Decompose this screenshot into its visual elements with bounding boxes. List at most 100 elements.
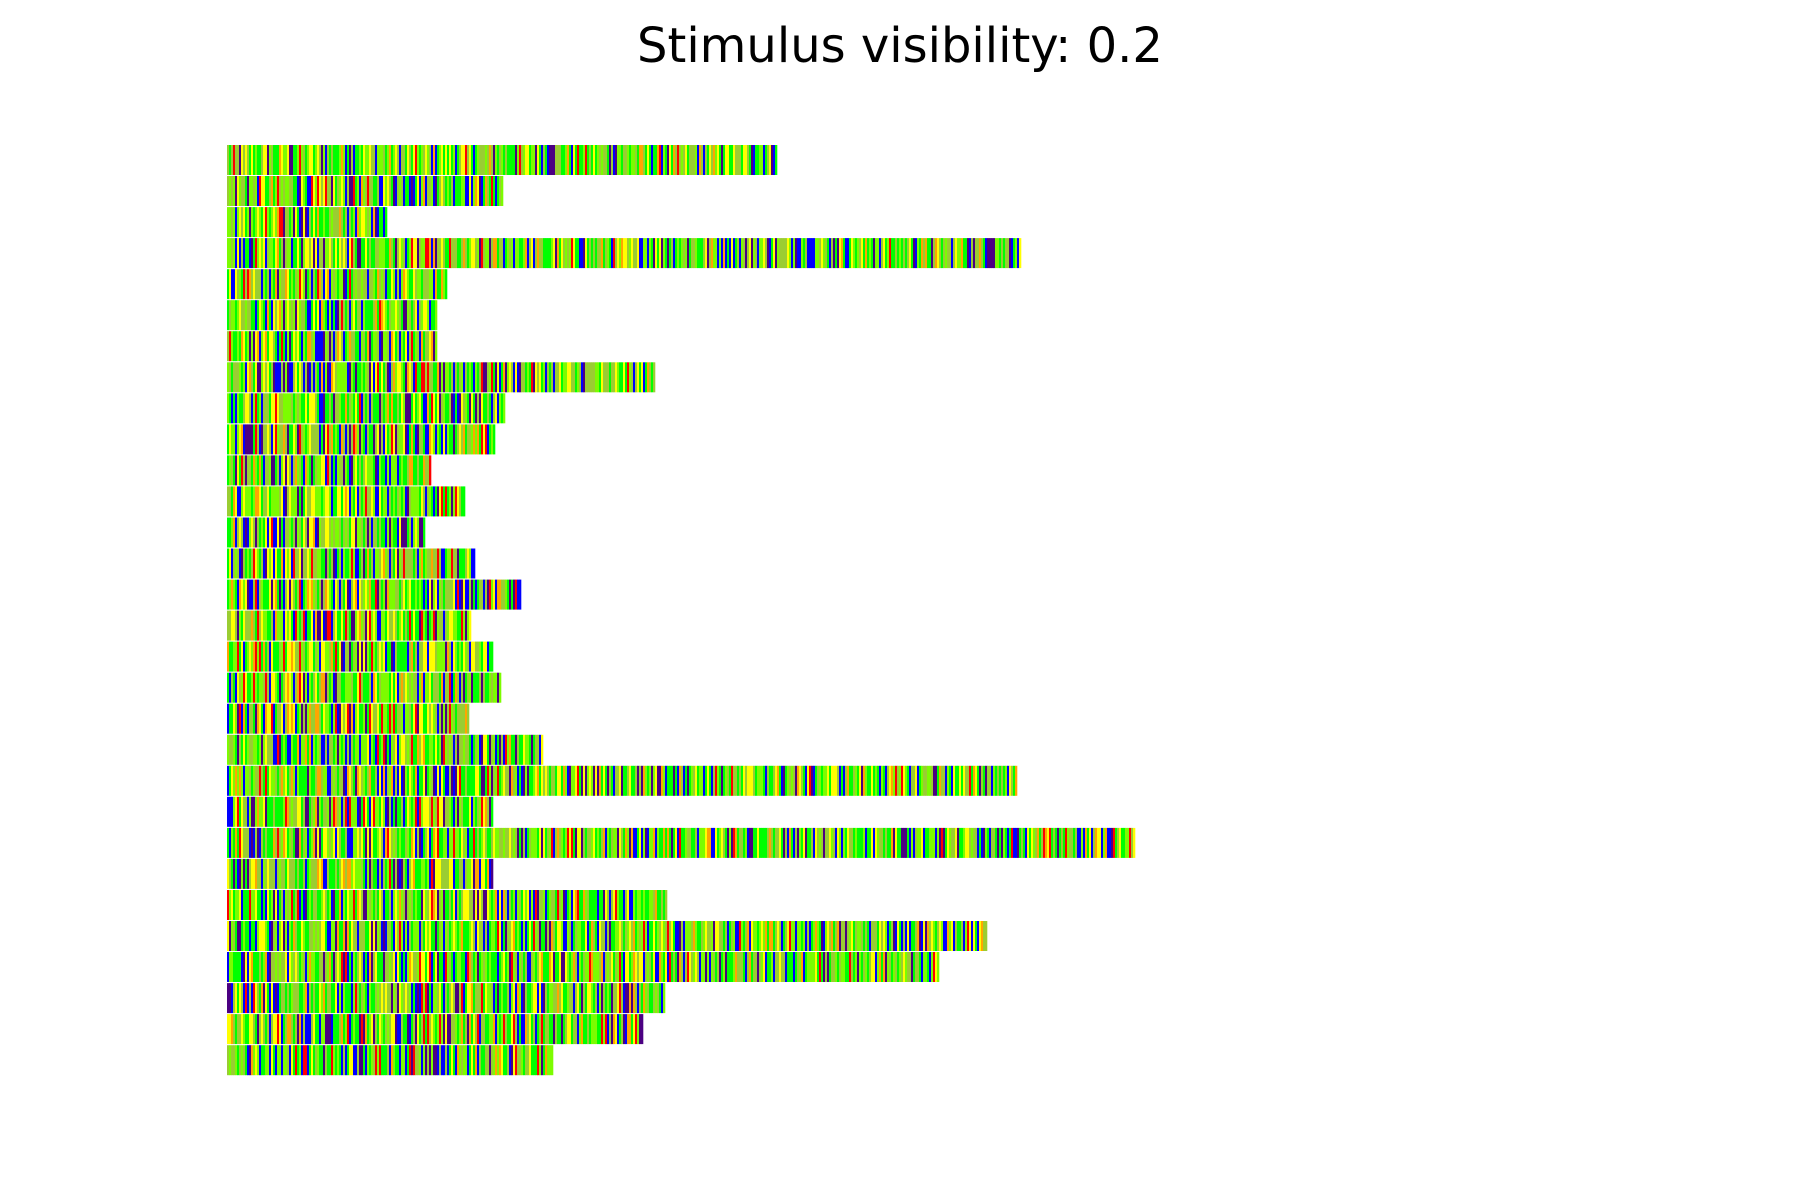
raster-cell [787,952,790,982]
raster-cell [319,579,322,610]
raster-cell [263,579,266,610]
raster-cell [355,486,358,517]
raster-cell [935,921,938,951]
raster-cell [411,269,414,300]
raster-cell [641,921,644,951]
raster-cell [375,331,378,362]
raster-cell [311,827,314,858]
raster-cell [619,921,622,951]
raster-cell [471,424,474,455]
raster-cell [511,890,514,920]
raster-cell [359,734,362,765]
raster-cell [241,734,244,765]
raster-cell [639,890,642,920]
raster-cell [415,703,418,734]
raster-cell [271,517,274,548]
raster-cell [261,455,264,486]
raster-cell [257,672,260,703]
raster-cell [421,641,424,672]
raster-cell [691,765,694,796]
raster-cell [333,921,336,951]
raster-cell [331,858,334,889]
raster-cell [263,890,266,920]
raster-cell [537,145,540,175]
raster-cell [307,765,310,796]
raster-cell [285,238,288,269]
raster-cell [375,424,378,455]
raster-cell [399,858,402,889]
raster-cell [263,610,266,641]
raster-cell [445,145,448,175]
raster-cell [313,176,316,206]
raster-cell [923,765,926,796]
raster-cell [299,734,302,765]
raster-cell [351,145,354,175]
raster-cell [367,207,370,238]
raster-cell [377,548,380,579]
raster-cell [705,765,708,796]
raster-cell [397,921,400,951]
raster-cell [431,734,434,765]
raster-cell [387,145,390,175]
raster-cell [379,269,382,300]
raster-cell [651,827,654,858]
raster-cell [357,890,360,920]
raster-cell [601,952,604,982]
raster-cell [469,548,472,579]
raster-cell [547,765,550,796]
raster-cell [305,176,308,206]
raster-cell [249,269,252,300]
raster-cell [365,548,368,579]
raster-cell [345,486,348,517]
raster-cell [301,734,304,765]
raster-cell [397,858,400,889]
raster-cell [227,455,230,486]
raster-cell [417,393,420,424]
raster-cell [455,672,458,703]
raster-cell [343,952,346,982]
raster-cell [437,548,440,579]
raster-cell [791,827,794,858]
raster-cell [285,207,288,238]
raster-cell [245,207,248,238]
raster-cell [415,827,418,858]
raster-cell [921,921,924,951]
raster-cell [363,269,366,300]
raster-cell [401,827,404,858]
raster-cell [277,393,280,424]
raster-cell [603,921,606,951]
raster-cell [681,827,684,858]
raster-cell [251,734,254,765]
raster-cell [405,827,408,858]
raster-cell [545,145,548,175]
raster-cell [249,579,252,610]
raster-cell [463,362,466,393]
raster-cell [281,238,284,269]
raster-cell [919,765,922,796]
raster-cell [369,393,372,424]
raster-cell [353,796,356,827]
raster-cell [541,362,544,393]
raster-cell [687,238,690,269]
raster-cell [283,176,286,206]
raster-cell [249,827,252,858]
raster-cell [453,424,456,455]
raster-cell [355,517,358,548]
raster-cell [255,300,258,331]
raster-cell [287,641,290,672]
raster-cell [257,300,260,331]
raster-cell [293,952,296,982]
raster-cell [383,517,386,548]
raster-cell [403,145,406,175]
raster-cell [497,672,500,703]
raster-cell [491,890,494,920]
raster-cell [945,238,948,269]
raster-cell [353,269,356,300]
raster-cell [257,331,260,362]
raster-cell [443,486,446,517]
raster-cell [417,952,420,982]
raster-cell [349,796,352,827]
raster-cell [527,145,530,175]
raster-cell [561,145,564,175]
raster-cell [397,610,400,641]
